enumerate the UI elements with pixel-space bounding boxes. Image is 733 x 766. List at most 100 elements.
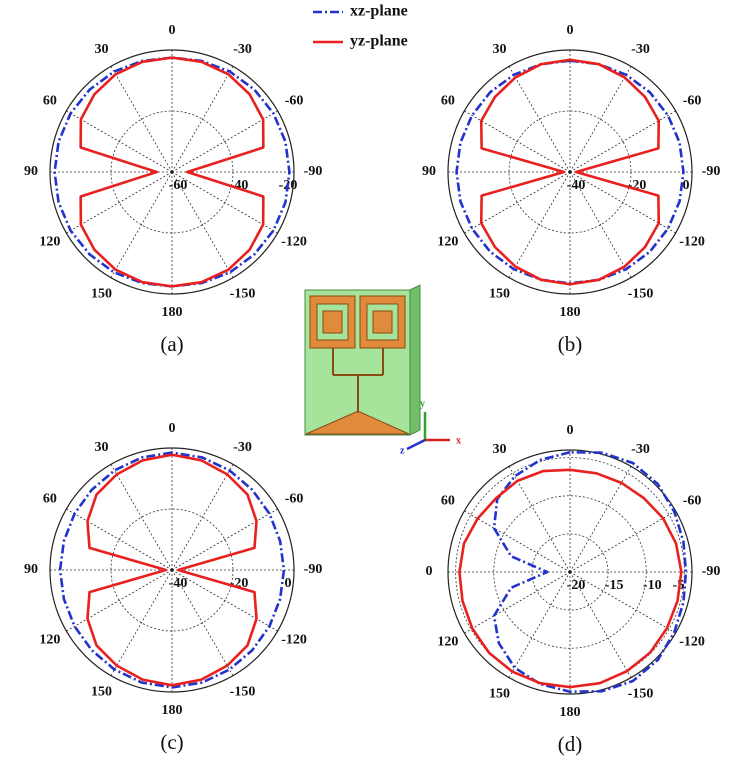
radial-tick-label: -20: [567, 578, 586, 593]
grid-line: [172, 464, 233, 570]
angle-tick-label: -60: [683, 94, 702, 109]
grid-line: [66, 509, 172, 570]
angle-tick-label: -120: [281, 235, 307, 250]
angle-tick-label: 0: [169, 421, 176, 436]
grid-line: [570, 511, 676, 572]
angle-tick-label: 120: [39, 235, 60, 250]
angle-tick-label: -150: [230, 286, 256, 301]
center: [569, 571, 572, 574]
angle-tick-label: 30: [95, 42, 109, 57]
radial-tick-label: -10: [643, 578, 662, 593]
series-line: [494, 452, 686, 691]
angle-tick-label: -150: [628, 686, 654, 701]
angle-tick-label: -60: [285, 492, 304, 507]
axis-arrow: [407, 440, 425, 449]
angle-tick-label: -30: [233, 440, 252, 455]
angle-tick-label: 90: [422, 164, 436, 179]
angle-tick-label: -90: [304, 562, 323, 577]
radial-tick-label: 0: [683, 178, 690, 193]
angle-tick-label: -90: [702, 564, 721, 579]
grid-line: [111, 570, 172, 676]
angle-tick-label: 180: [560, 705, 581, 720]
center: [171, 171, 174, 174]
angle-tick-label: -30: [631, 42, 650, 57]
antenna-inset: x y z: [305, 285, 461, 456]
legend-label: yz-plane: [350, 33, 408, 50]
angle-tick-label: 150: [91, 286, 112, 301]
panel-label: (b): [558, 332, 583, 356]
radial-tick-label: -40: [567, 178, 586, 193]
angle-tick-label: -120: [281, 633, 307, 648]
angle-tick-label: -90: [702, 164, 721, 179]
grid-line: [111, 66, 172, 172]
grid-line: [509, 172, 570, 278]
radial-tick-label: -60: [169, 178, 188, 193]
grid-line: [111, 464, 172, 570]
polar-chart: 030600120150180-150-120-90-60-30-20-15-1…: [426, 423, 721, 756]
angle-tick-label: -30: [233, 42, 252, 57]
grid-line: [172, 570, 278, 631]
angle-tick-label: 30: [95, 440, 109, 455]
grid-line: [509, 66, 570, 172]
angle-tick-label: 150: [489, 686, 510, 701]
angle-tick-label: -60: [285, 94, 304, 109]
figure: x y z 0306090120150180-150-120-90-60-30-…: [0, 0, 733, 761]
radial-tick-label: -15: [605, 578, 624, 593]
panel-label: (a): [160, 332, 183, 356]
grid-line: [66, 172, 172, 233]
angle-tick-label: 0: [426, 564, 433, 579]
center: [569, 171, 572, 174]
angle-tick-label: 120: [39, 633, 60, 648]
grid-line: [172, 509, 278, 570]
grid-line: [509, 466, 570, 572]
angle-tick-label: 0: [169, 23, 176, 38]
angle-tick-label: 30: [493, 442, 507, 457]
angle-tick-label: 120: [437, 635, 458, 650]
angle-tick-label: 60: [441, 494, 455, 509]
angle-tick-label: 150: [91, 684, 112, 699]
angle-tick-label: 90: [24, 164, 38, 179]
axis-label: x: [456, 435, 461, 446]
board-edge: [410, 285, 420, 435]
center: [171, 569, 174, 572]
angle-tick-label: 120: [437, 235, 458, 250]
grid-line: [172, 111, 278, 172]
grid-line: [172, 66, 233, 172]
grid-line: [66, 111, 172, 172]
page: {"chart_data": [ {"type": "polar", "labe…: [0, 0, 733, 761]
polar-chart: 0306090120150180-150-120-90-60-30-60-40-…: [24, 23, 322, 356]
angle-tick-label: 0: [567, 23, 574, 38]
grid-line: [111, 172, 172, 278]
grid-line: [570, 66, 631, 172]
grid-line: [464, 572, 570, 633]
angle-tick-label: 60: [43, 492, 57, 507]
angle-tick-label: 60: [43, 94, 57, 109]
angle-tick-label: 0: [567, 423, 574, 438]
axis-label: y: [420, 398, 425, 409]
patch-inner: [323, 311, 342, 333]
grid-line: [172, 172, 278, 233]
angle-tick-label: -90: [304, 164, 323, 179]
angle-tick-label: 30: [493, 42, 507, 57]
angle-tick-label: -150: [628, 286, 654, 301]
angle-tick-label: 180: [162, 305, 183, 320]
angle-tick-label: -150: [230, 684, 256, 699]
radial-tick-label: -40: [169, 576, 188, 591]
grid-line: [509, 572, 570, 678]
angle-tick-label: 180: [162, 703, 183, 718]
panel-label: (c): [160, 730, 183, 754]
axis-label: z: [400, 445, 405, 456]
angle-tick-label: -30: [631, 442, 650, 457]
angle-tick-label: 60: [441, 94, 455, 109]
angle-tick-label: 90: [24, 562, 38, 577]
angle-tick-label: 180: [560, 305, 581, 320]
angle-tick-label: 150: [489, 286, 510, 301]
panel-label: (d): [558, 732, 583, 756]
grid-line: [464, 511, 570, 572]
patch-inner: [373, 311, 392, 333]
grid-line: [66, 570, 172, 631]
angle-tick-label: -60: [683, 494, 702, 509]
radial-tick-label: 0: [285, 576, 292, 591]
